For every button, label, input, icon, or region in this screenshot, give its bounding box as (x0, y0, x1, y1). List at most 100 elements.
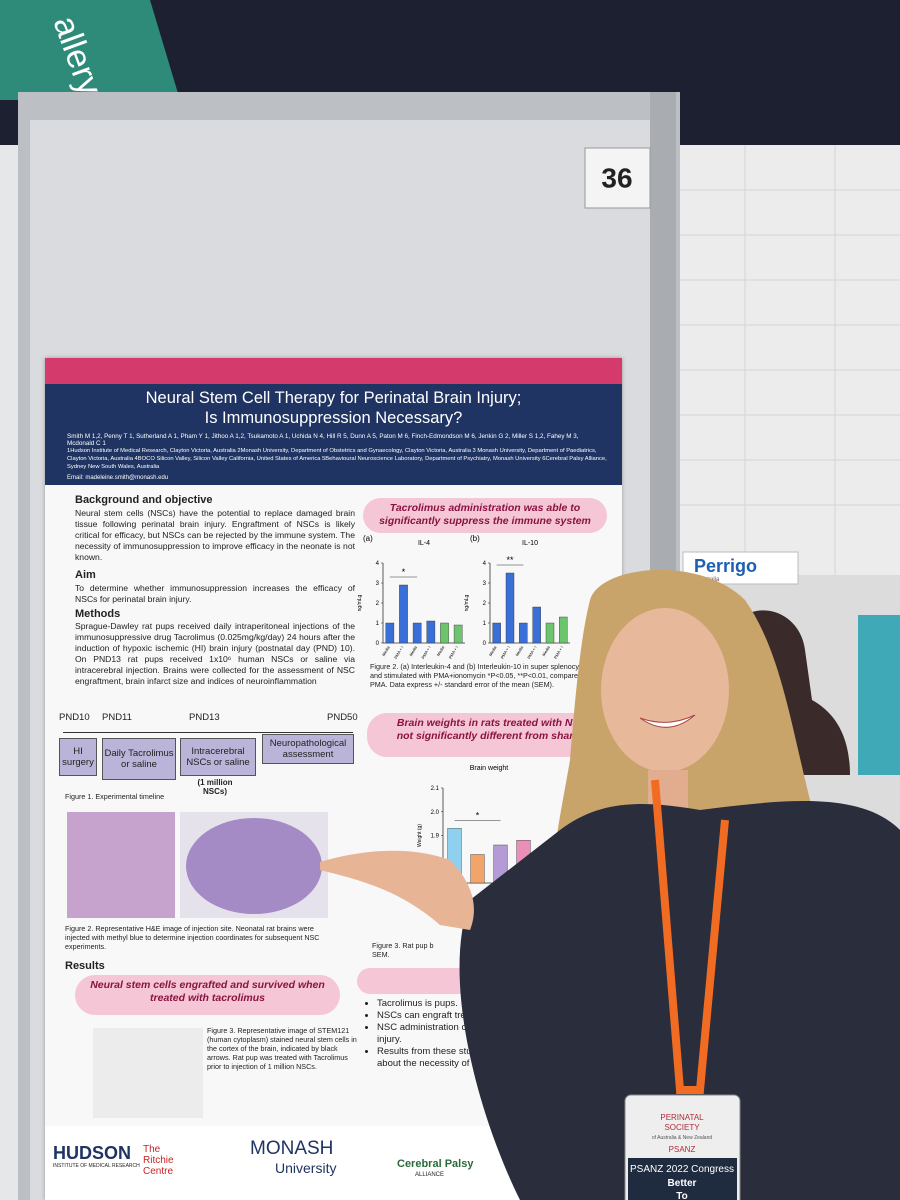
section-text: To determine whether immunosuppression i… (75, 583, 355, 604)
smile (639, 714, 696, 728)
face (601, 608, 729, 772)
x-tick-label: Media (514, 644, 524, 657)
logo-sub: INSTITUTE OF MEDICAL RESEARCH (53, 1163, 140, 1169)
caption-line: SEM. (372, 950, 390, 959)
logo-sub: University (275, 1160, 337, 1176)
section-heading: Background and objective (75, 494, 213, 506)
bar (559, 616, 568, 644)
caption: Figure 3. Rat pup b SEM. (372, 941, 434, 959)
badge-society: of Australia & New Zealand (652, 1135, 713, 1141)
x-tick-label: Media (408, 644, 418, 657)
bar (399, 584, 408, 644)
annotation: ** (506, 555, 514, 565)
badge-society: SOCIETY (664, 1123, 700, 1132)
banner (858, 615, 900, 775)
brand: Perrigo (694, 556, 757, 576)
results-heading: Results (65, 960, 105, 972)
timeline-axis (63, 732, 353, 733)
x-tick-label: Media (488, 644, 498, 657)
authors: Smith M 1,2, Penny T 1, Sutherland A 1, … (67, 433, 607, 447)
chart-title: IL-10 (522, 540, 538, 547)
x-tick-label: PMA + I (526, 645, 537, 660)
bar (412, 622, 422, 644)
x-tick-label: PMA + I (553, 645, 564, 660)
badge-congress: PSANZ 2022 Congress (630, 1164, 734, 1175)
timeline-day: PND11 (102, 712, 132, 723)
pill-line: not significantly different from sham c (396, 730, 588, 742)
y-tick-label: 2.1 (431, 786, 440, 792)
y-tick-label: 1 (376, 621, 380, 627)
chart-title: Brain weight (470, 765, 509, 772)
y-tick-label: 4 (376, 561, 380, 567)
brain-image (180, 812, 328, 918)
x-tick-label: Media (381, 644, 391, 657)
header (45, 384, 622, 485)
bar (426, 620, 436, 644)
badge-society: PERINATAL (660, 1113, 704, 1122)
y-tick-label: 2 (483, 601, 487, 607)
chart-label: (a) (363, 534, 373, 543)
badge-line: To (676, 1191, 687, 1200)
wall (680, 145, 900, 575)
bar (453, 624, 463, 644)
y-tick-label: 3 (483, 581, 487, 587)
timeline-day: PND10 (59, 712, 90, 723)
wall-grid (680, 145, 900, 575)
pill-line: Brain weights in rats treated with NSC (396, 717, 588, 729)
y-tick-label: 1 (483, 621, 487, 627)
section-text: Sprague-Dawley rat pups received daily i… (75, 621, 355, 686)
x-tick-label: PMA + I (393, 645, 404, 660)
chart-label: (b) (470, 534, 480, 543)
authors-text: Smith M 1,2, Penny T 1, Sutherland A 1, … (67, 433, 579, 447)
x-tick-label: PMA + I (448, 645, 459, 660)
histology-image (67, 812, 175, 918)
logo: MONASH (250, 1138, 334, 1159)
y-tick-label: 3 (376, 581, 380, 587)
y-tick-label: 4 (483, 561, 487, 567)
bar (385, 622, 395, 644)
bar (519, 622, 528, 644)
caption-line: Figure 3. Rat pup b (372, 941, 434, 950)
caption: Figure 2. Representative H&E image of in… (65, 924, 320, 951)
timeline-box: Intracerebral NSCs or saline (180, 738, 256, 776)
logo: HUDSON (53, 1143, 132, 1163)
header-stripe (45, 358, 622, 384)
highlight-pill: Neural stem cells engrafted and survived… (75, 975, 340, 1015)
badge-band (628, 1158, 737, 1200)
logo: Cerebral Palsy (397, 1158, 474, 1170)
affiliations: 1Hudson Institute of Medical Research, C… (67, 447, 607, 471)
bar (505, 572, 515, 644)
x-tick-label: Media (436, 644, 446, 657)
caption: Figure 3. Representative image of STEM12… (207, 1026, 357, 1071)
x-tick-label: PMA + I (499, 645, 510, 660)
y-tick-label: 2.0 (431, 810, 440, 816)
annotation: * (476, 810, 480, 820)
y-axis-label: Weight (g) (417, 824, 423, 847)
y-tick-label: 0 (483, 641, 487, 647)
title-line: Neural Stem Cell Therapy for Perinatal B… (145, 389, 522, 407)
timeline-box: Daily Tacrolimus or saline (102, 738, 176, 780)
timeline-note: (1 million NSCs) (197, 778, 233, 796)
bar (470, 854, 485, 884)
number-card (584, 147, 651, 209)
annotation: * (402, 567, 406, 577)
badge-line: Better (668, 1178, 697, 1189)
top (459, 801, 900, 1200)
chart-title: IL-4 (418, 540, 430, 547)
timeline-day: PND50 (327, 712, 358, 723)
conclusion: Tacrolimus is pups. (377, 998, 577, 1010)
bar (532, 606, 541, 644)
highlight-pill: Tacrolimus administration was able to si… (363, 498, 607, 533)
bar (545, 622, 555, 644)
gallery-sign (0, 0, 180, 100)
section-text: Neural stem cells (NSCs) have the potent… (75, 508, 355, 562)
bar (492, 622, 501, 644)
lanyard (651, 779, 729, 1094)
y-tick-label: 1.9 (431, 834, 440, 840)
title: Neural Stem Cell Therapy for Perinatal B… (45, 388, 622, 428)
affiliations-text: 1Hudson Institute of Medical Research, C… (67, 448, 607, 470)
email: Email: madeleine.smith@monash.edu (67, 475, 168, 481)
